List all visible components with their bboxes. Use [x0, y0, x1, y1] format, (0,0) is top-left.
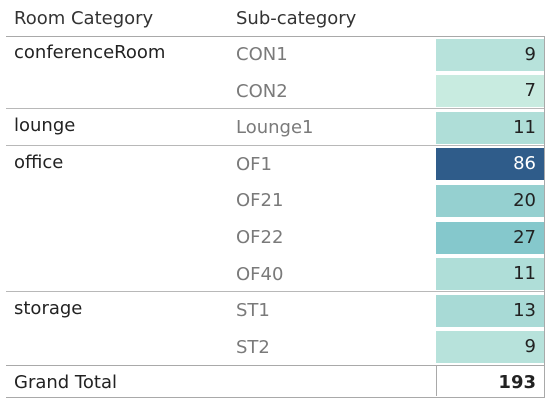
- value-label: 20: [513, 189, 536, 211]
- value-label: 11: [513, 116, 536, 138]
- header-sub-category: Sub-category: [236, 8, 357, 29]
- subcategory-label: CON1: [236, 44, 288, 65]
- group-separator: [6, 144, 544, 146]
- value-cell: 9: [436, 38, 544, 71]
- table-frame: [6, 36, 545, 398]
- value-cell: 13: [436, 294, 544, 327]
- subcategory-label: ST1: [236, 300, 270, 322]
- category-label: lounge: [14, 115, 76, 137]
- value-label: 7: [524, 80, 536, 102]
- value-cell: 20: [436, 184, 544, 217]
- value-cell: 11: [436, 258, 544, 291]
- subcategory-label: CON2: [236, 80, 288, 102]
- value-label: 9: [524, 336, 536, 358]
- group-separator: [6, 291, 544, 293]
- group-separator: [6, 108, 544, 110]
- category-label: conferenceRoom: [14, 42, 166, 63]
- value-label: 86: [513, 153, 536, 175]
- subcategory-label: Lounge1: [236, 117, 314, 139]
- grand-total-label: Grand Total: [14, 372, 117, 394]
- subcategory-label: OF40: [236, 263, 284, 285]
- category-label: storage: [14, 298, 83, 320]
- category-label: office: [14, 151, 64, 173]
- value-cell: 9: [436, 331, 544, 364]
- subcategory-label: OF21: [236, 190, 284, 212]
- subcategory-label: OF1: [236, 153, 272, 175]
- value-label: 9: [524, 43, 536, 65]
- value-cell: 11: [436, 111, 544, 144]
- value-label: 11: [513, 263, 536, 285]
- value-cell: 86: [436, 148, 544, 181]
- grand-total-cell: [436, 365, 545, 396]
- subcategory-label: ST2: [236, 336, 270, 358]
- grand-total-separator: [6, 365, 544, 367]
- subcategory-label: OF22: [236, 227, 284, 248]
- value-cell: 7: [436, 75, 544, 108]
- value-cell: 27: [436, 221, 544, 254]
- grand-total-value: 193: [498, 372, 536, 394]
- header-room-category: Room Category: [14, 8, 154, 29]
- value-label: 13: [513, 299, 536, 321]
- value-label: 27: [513, 226, 536, 248]
